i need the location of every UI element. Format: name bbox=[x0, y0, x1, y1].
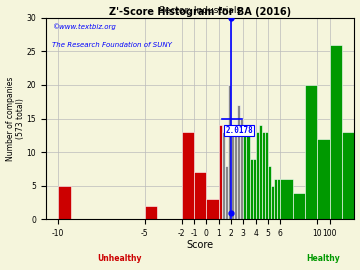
Bar bbox=[240, 119, 243, 220]
Bar bbox=[237, 105, 240, 220]
Bar bbox=[181, 132, 194, 220]
Bar bbox=[277, 179, 280, 220]
Bar bbox=[271, 186, 274, 220]
Bar bbox=[256, 132, 259, 220]
Bar bbox=[247, 132, 249, 220]
Text: Healthy: Healthy bbox=[307, 254, 341, 263]
Bar bbox=[265, 132, 268, 220]
Bar bbox=[262, 132, 265, 220]
Text: Unhealthy: Unhealthy bbox=[98, 254, 142, 263]
Bar bbox=[318, 139, 330, 220]
Bar bbox=[280, 179, 293, 220]
Bar bbox=[259, 125, 262, 220]
Bar bbox=[274, 179, 277, 220]
Bar bbox=[145, 206, 157, 220]
Bar bbox=[249, 159, 253, 220]
Text: ©www.textbiz.org: ©www.textbiz.org bbox=[52, 24, 116, 31]
Bar bbox=[225, 166, 228, 220]
Bar bbox=[253, 159, 256, 220]
Bar bbox=[234, 125, 237, 220]
Bar bbox=[219, 125, 222, 220]
Bar bbox=[243, 132, 247, 220]
Y-axis label: Number of companies
(573 total): Number of companies (573 total) bbox=[5, 76, 25, 161]
Bar bbox=[228, 85, 231, 220]
Text: 2.0178: 2.0178 bbox=[225, 126, 253, 135]
X-axis label: Score: Score bbox=[186, 239, 214, 249]
Bar bbox=[194, 172, 206, 220]
Bar bbox=[305, 85, 318, 220]
Bar bbox=[342, 132, 355, 220]
Bar bbox=[58, 186, 71, 220]
Bar bbox=[206, 199, 219, 220]
Bar bbox=[293, 193, 305, 220]
Bar bbox=[231, 132, 234, 220]
Bar bbox=[222, 132, 225, 220]
Bar bbox=[268, 166, 271, 220]
Text: Sector: Industrials: Sector: Industrials bbox=[159, 6, 241, 15]
Bar bbox=[330, 45, 342, 220]
Title: Z'-Score Histogram for BA (2016): Z'-Score Histogram for BA (2016) bbox=[109, 7, 291, 17]
Text: The Research Foundation of SUNY: The Research Foundation of SUNY bbox=[52, 42, 172, 48]
